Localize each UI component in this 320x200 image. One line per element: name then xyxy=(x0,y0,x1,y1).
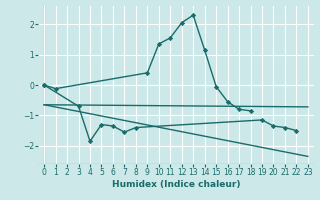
X-axis label: Humidex (Indice chaleur): Humidex (Indice chaleur) xyxy=(112,180,240,189)
